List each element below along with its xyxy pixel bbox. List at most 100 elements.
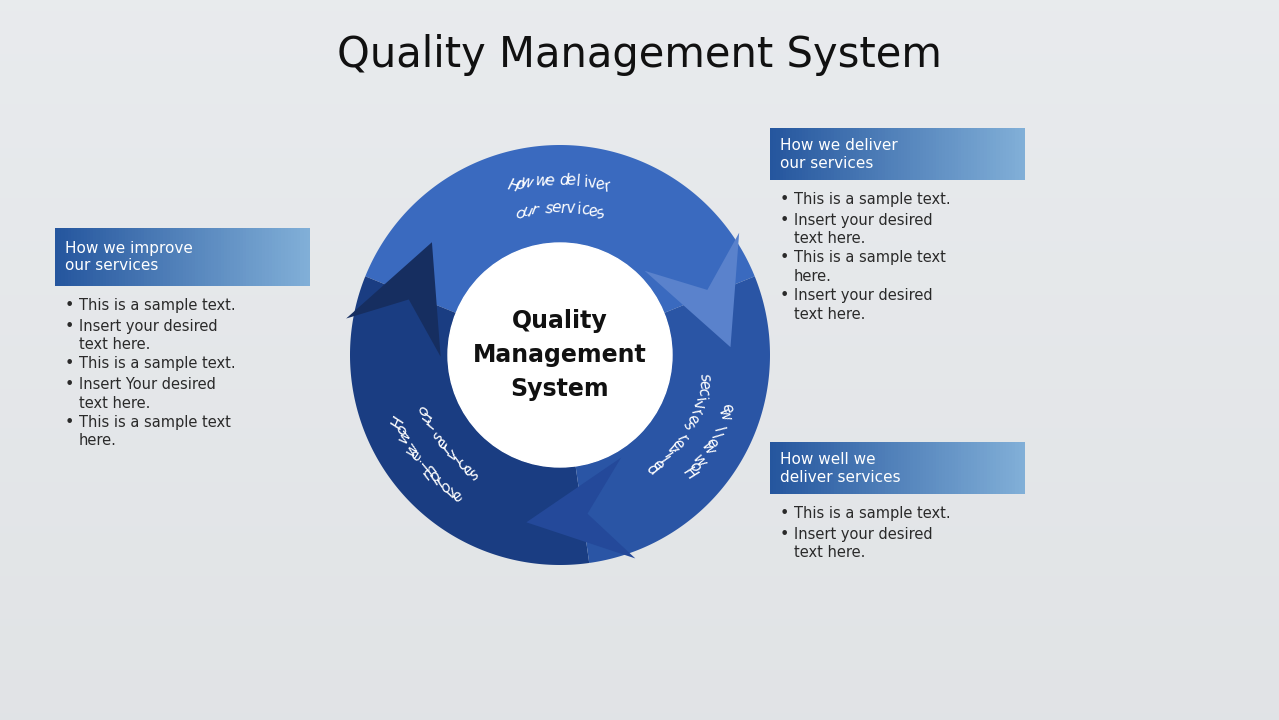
Bar bbox=[0, 205, 1279, 209]
Text: •: • bbox=[65, 298, 74, 313]
Bar bbox=[0, 540, 1279, 544]
Bar bbox=[253, 228, 256, 286]
Bar bbox=[0, 364, 1279, 367]
Bar bbox=[0, 407, 1279, 410]
Bar bbox=[834, 442, 836, 494]
Bar bbox=[875, 128, 879, 180]
Bar bbox=[774, 442, 776, 494]
Bar bbox=[894, 442, 898, 494]
Bar bbox=[0, 324, 1279, 328]
Bar bbox=[0, 713, 1279, 716]
Bar bbox=[830, 442, 834, 494]
Bar bbox=[0, 688, 1279, 691]
Bar bbox=[0, 400, 1279, 403]
Text: •: • bbox=[65, 319, 74, 334]
Bar bbox=[0, 418, 1279, 421]
Text: •: • bbox=[65, 377, 74, 392]
Bar bbox=[138, 228, 141, 286]
Polygon shape bbox=[347, 242, 441, 356]
Bar bbox=[196, 228, 198, 286]
Text: This is a sample text.: This is a sample text. bbox=[79, 298, 235, 313]
Text: This is a sample text
here.: This is a sample text here. bbox=[79, 415, 231, 449]
Bar bbox=[0, 425, 1279, 428]
Bar bbox=[964, 442, 968, 494]
Polygon shape bbox=[576, 276, 770, 563]
Bar bbox=[894, 128, 898, 180]
Text: •: • bbox=[65, 415, 74, 430]
Bar bbox=[0, 446, 1279, 450]
Bar bbox=[888, 442, 891, 494]
Bar bbox=[1005, 128, 1009, 180]
Bar bbox=[815, 442, 817, 494]
Bar bbox=[0, 198, 1279, 202]
Bar bbox=[868, 128, 872, 180]
Bar bbox=[0, 169, 1279, 173]
Polygon shape bbox=[645, 233, 739, 347]
Text: v: v bbox=[444, 446, 460, 464]
Bar bbox=[0, 641, 1279, 644]
Text: l: l bbox=[711, 424, 726, 434]
Text: w: w bbox=[403, 440, 422, 459]
Bar bbox=[0, 590, 1279, 594]
Text: e: e bbox=[544, 173, 554, 188]
Bar bbox=[1003, 128, 1005, 180]
Bar bbox=[0, 698, 1279, 702]
Bar bbox=[952, 442, 955, 494]
Bar bbox=[0, 371, 1279, 374]
Bar bbox=[881, 128, 885, 180]
Text: l: l bbox=[576, 174, 581, 189]
Bar bbox=[0, 634, 1279, 637]
Bar bbox=[962, 128, 964, 180]
Bar bbox=[862, 442, 866, 494]
Bar bbox=[0, 709, 1279, 713]
Bar bbox=[0, 554, 1279, 558]
Bar bbox=[0, 461, 1279, 464]
Bar bbox=[952, 128, 955, 180]
Text: o: o bbox=[437, 479, 454, 497]
Bar bbox=[0, 594, 1279, 598]
Bar bbox=[824, 442, 828, 494]
Bar bbox=[147, 228, 151, 286]
Bar bbox=[170, 228, 173, 286]
Bar bbox=[0, 61, 1279, 65]
Bar bbox=[981, 128, 984, 180]
Text: i: i bbox=[582, 174, 588, 189]
Text: w: w bbox=[535, 173, 549, 189]
Bar bbox=[999, 128, 1003, 180]
Bar bbox=[0, 346, 1279, 349]
Bar bbox=[881, 442, 885, 494]
Bar bbox=[100, 228, 102, 286]
Bar bbox=[0, 72, 1279, 76]
Bar bbox=[0, 187, 1279, 191]
Bar bbox=[208, 228, 211, 286]
Bar bbox=[923, 442, 926, 494]
Bar bbox=[885, 442, 888, 494]
Bar bbox=[958, 128, 962, 180]
Bar bbox=[0, 529, 1279, 533]
Text: e: e bbox=[718, 402, 735, 415]
Text: •: • bbox=[780, 288, 789, 303]
Bar bbox=[0, 90, 1279, 94]
Bar bbox=[183, 228, 185, 286]
Bar bbox=[0, 86, 1279, 90]
Bar bbox=[0, 536, 1279, 540]
Bar bbox=[999, 442, 1003, 494]
Bar bbox=[0, 180, 1279, 184]
Bar bbox=[141, 228, 145, 286]
Bar bbox=[789, 128, 792, 180]
Bar bbox=[945, 442, 949, 494]
Bar bbox=[0, 65, 1279, 68]
Bar bbox=[0, 612, 1279, 616]
Bar bbox=[228, 228, 230, 286]
Bar bbox=[221, 228, 224, 286]
Text: e: e bbox=[449, 488, 466, 505]
Bar bbox=[904, 442, 907, 494]
Bar bbox=[0, 328, 1279, 331]
Bar bbox=[993, 128, 996, 180]
Bar bbox=[0, 176, 1279, 180]
Bar bbox=[0, 583, 1279, 587]
Bar bbox=[0, 392, 1279, 396]
Bar bbox=[0, 126, 1279, 130]
Bar bbox=[106, 228, 109, 286]
Bar bbox=[932, 442, 936, 494]
